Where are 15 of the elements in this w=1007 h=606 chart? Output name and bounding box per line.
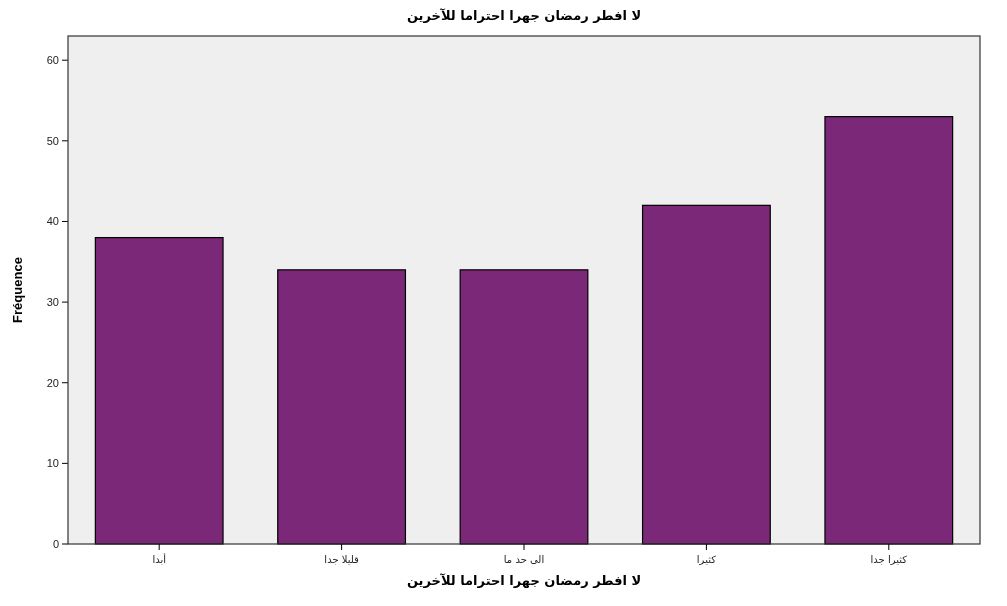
x-axis-title: لا افطر رمضان جهرا احتراما للآخرين	[406, 573, 642, 588]
chart-title: لا افطر رمضان جهرا احتراما للآخرين	[406, 8, 642, 23]
y-tick-label: 40	[46, 215, 59, 228]
y-tick-label: 50	[46, 134, 59, 147]
y-tick-label: 60	[46, 54, 59, 67]
x-tick-label: كثيرا	[696, 554, 717, 565]
y-tick-label: 20	[46, 376, 59, 389]
y-axis-title: Fréquence	[10, 257, 25, 323]
x-tick-label: الى حد ما	[503, 554, 545, 565]
y-tick-label: 10	[46, 457, 59, 470]
x-tick-label: أبدا	[152, 553, 167, 565]
x-tick-label: كثيرا جدا	[870, 554, 908, 565]
y-tick-label: 30	[46, 296, 59, 309]
x-tick-label: قليلا جدا	[324, 554, 360, 565]
y-tick-label: 0	[52, 538, 59, 550]
